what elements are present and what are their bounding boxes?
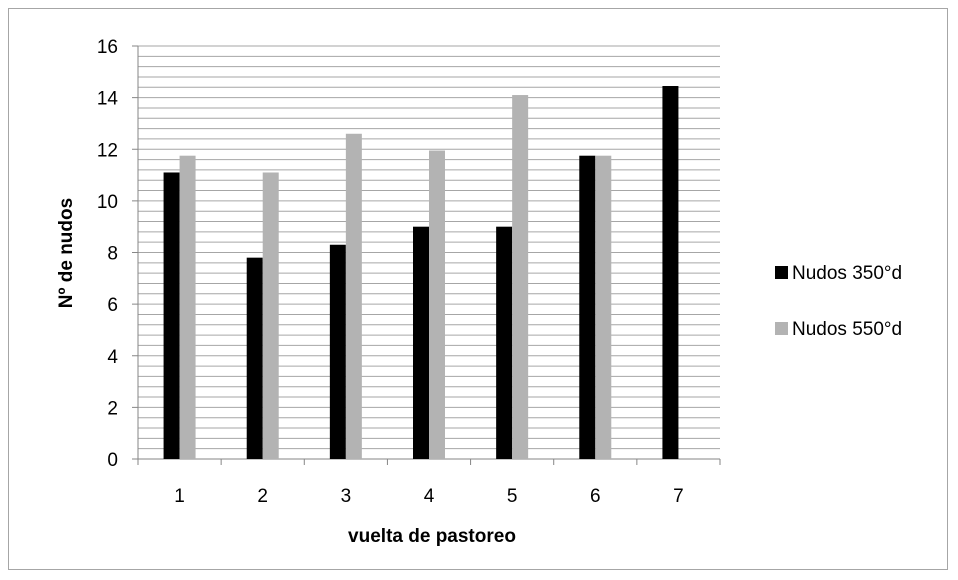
x-tick-label: 5 <box>507 486 518 507</box>
y-tick-label: 10 <box>97 192 118 213</box>
bar-series1-6 <box>579 155 596 459</box>
y-tick-label: 16 <box>97 37 118 58</box>
y-tick-label: 14 <box>97 89 119 110</box>
x-tick-label: 4 <box>424 486 435 507</box>
bar-series2-4 <box>429 150 445 459</box>
y-tick-label: 2 <box>107 398 118 419</box>
y-tick-labels: 0 2 4 6 8 10 12 14 16 <box>97 37 119 471</box>
bar-series2-3 <box>345 133 362 459</box>
bar-series2-2 <box>262 172 279 459</box>
x-axis-title: vuelta de pastoreo <box>348 526 516 547</box>
y-tick-label: 12 <box>97 140 118 161</box>
x-tick-label: 3 <box>341 486 352 507</box>
bar-series1-2 <box>246 257 263 459</box>
y-tick-label: 0 <box>107 450 118 471</box>
legend-label: Nudos 350°d <box>792 263 902 284</box>
x-tick-label: 2 <box>257 486 268 507</box>
bar-series1-1 <box>163 172 180 459</box>
legend-swatch <box>775 322 788 335</box>
x-tick-labels: 1 2 3 4 5 6 7 <box>174 486 683 507</box>
x-tick-label: 7 <box>673 486 684 507</box>
legend-swatch <box>775 266 788 279</box>
x-tick-label: 6 <box>590 486 601 507</box>
bar-series2-1 <box>179 155 196 459</box>
bar-series2-5 <box>512 95 529 459</box>
bar-series2-6 <box>595 155 612 459</box>
y-tick-label: 6 <box>107 295 118 316</box>
x-tick-label: 1 <box>174 486 185 507</box>
legend-label: Nudos 550°d <box>792 319 902 340</box>
bars <box>163 86 679 460</box>
y-tick-label: 8 <box>107 244 118 265</box>
legend: Nudos 350°d Nudos 550°d <box>775 263 902 340</box>
bar-series1-5 <box>496 226 513 459</box>
bar-series1-3 <box>329 244 346 459</box>
bar-series1-7 <box>662 86 679 460</box>
y-tick-label: 4 <box>107 347 118 368</box>
bar-series1-4 <box>413 226 429 459</box>
y-axis-title: Nº de nudos <box>56 198 77 308</box>
